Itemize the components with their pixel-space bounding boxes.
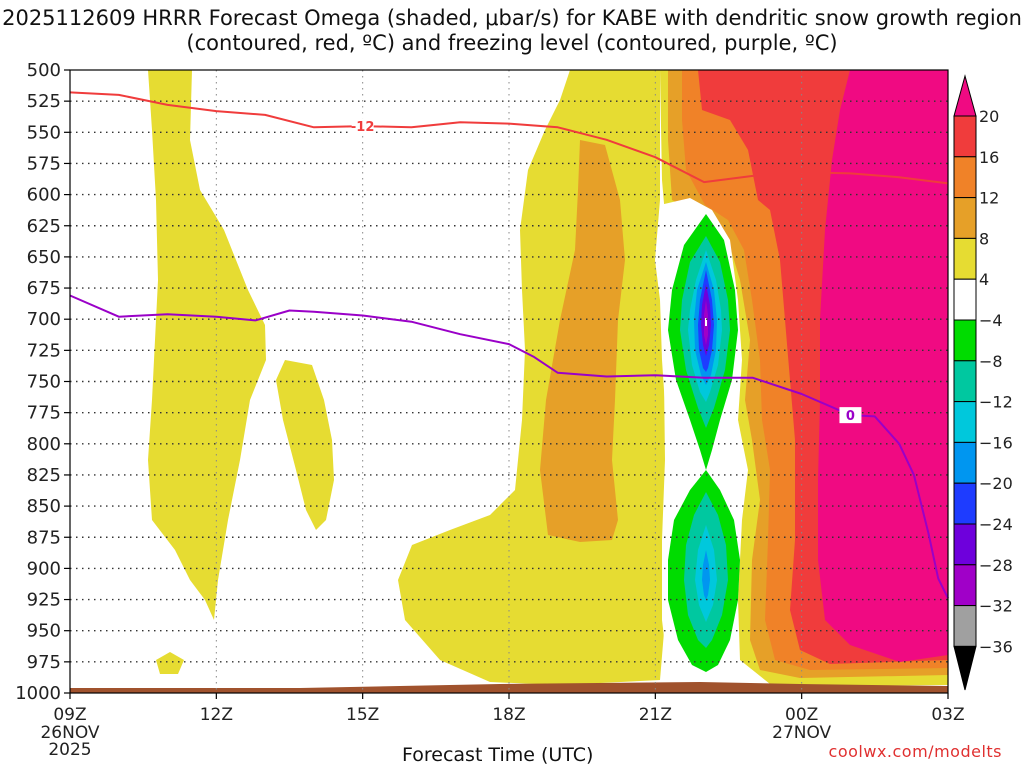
y-tick-label: 775 — [27, 403, 61, 424]
colorbar-label: 20 — [979, 107, 999, 126]
colorbar-swatch — [953, 319, 977, 362]
omega-magenta-right — [818, 70, 948, 662]
x-tick-label: 18Z — [492, 705, 525, 725]
y-tick-label: 500 — [27, 60, 61, 81]
colorbar-swatch — [953, 115, 977, 158]
y-tick-label: 975 — [27, 652, 61, 673]
omega-yellow-left — [148, 70, 266, 620]
omega-yellow-small — [156, 652, 184, 674]
colorbar-label: 8 — [979, 229, 989, 248]
colorbar-top-arrow — [953, 74, 977, 117]
omega-ascent-lower-lblue — [702, 550, 710, 600]
y-tick-label: 550 — [27, 122, 61, 143]
x-tick-label: 15Z — [346, 705, 379, 725]
y-tick-label: 700 — [27, 309, 61, 330]
colorbar-swatch — [953, 360, 977, 403]
colorbar-label: −32 — [979, 597, 1013, 616]
x-axis-title: Forecast Time (UTC) — [402, 744, 594, 766]
omega-tan-band — [540, 140, 625, 542]
y-axis: 500 525 550 575 600 625 650 675 700 725 750 775 800 8… — [15, 60, 70, 704]
omega-shading — [148, 70, 948, 686]
colorbar-label: −8 — [979, 352, 1003, 371]
colorbar-swatch — [953, 441, 977, 484]
contour-label: 0 — [846, 409, 855, 424]
chart-title: 2025112609 HRRR Forecast Omega (shaded, … — [2, 6, 1022, 55]
x-tick-label: 21Z — [639, 705, 672, 725]
y-tick-label: 575 — [27, 153, 61, 174]
colorbar-label: −12 — [979, 393, 1013, 412]
y-tick-label: 600 — [27, 185, 61, 206]
y-tick-label: 800 — [27, 434, 61, 455]
y-tick-label: 625 — [27, 216, 61, 237]
grid-lines — [70, 70, 948, 693]
colorbar-swatch — [953, 237, 977, 280]
terrain-ground — [70, 682, 948, 693]
colorbar: 20 16 12 8 4 −4 −8 −12 −16 −20 −24 −28 −32 −36 — [953, 74, 1013, 691]
y-tick-label: 850 — [27, 496, 61, 517]
credit-link[interactable]: coolwx.com/modelts — [828, 742, 1002, 761]
colorbar-label: −4 — [979, 311, 1003, 330]
y-tick-label: 825 — [27, 465, 61, 486]
y-tick-label: 725 — [27, 340, 61, 361]
colorbar-label: −36 — [979, 637, 1013, 656]
colorbar-swatch — [953, 197, 977, 239]
colorbar-swatch — [953, 482, 977, 525]
colorbar-label: 16 — [979, 148, 999, 167]
omega-yellow-mid — [276, 360, 334, 530]
colorbar-swatch — [953, 156, 977, 199]
contour-dendritic — [69, 91, 949, 185]
contour-lines: -12 0 — [69, 91, 949, 599]
colorbar-label: −20 — [979, 474, 1013, 493]
y-tick-label: 875 — [27, 527, 61, 548]
x-tick-label: 00Z — [785, 705, 818, 725]
y-tick-label: 750 — [27, 372, 61, 393]
contour-label-bg — [839, 407, 862, 424]
y-tick-label: 650 — [27, 247, 61, 268]
colorbar-label: −16 — [979, 433, 1013, 452]
colorbar-label: 12 — [979, 189, 999, 208]
colorbar-bottom-arrow — [953, 645, 977, 691]
x-tick-year: 2025 — [48, 740, 91, 760]
omega-ascent-core — [705, 318, 707, 326]
y-tick-label: 900 — [27, 558, 61, 579]
x-tick-label: 09Z — [53, 705, 86, 725]
colorbar-label: −28 — [979, 556, 1013, 575]
contour-label-bg — [351, 118, 374, 135]
y-tick-label: 675 — [27, 278, 61, 299]
colorbar-swatch — [953, 523, 977, 566]
y-tick-label: 1000 — [15, 683, 61, 704]
x-tick-date: 26NOV — [40, 723, 99, 743]
y-tick-label: 525 — [27, 91, 61, 112]
colorbar-swatch — [953, 564, 977, 607]
contour-freezing-level — [69, 294, 949, 599]
colorbar-swatch — [953, 278, 977, 321]
contour-label: -12 — [351, 120, 375, 135]
colorbar-label: 4 — [979, 270, 989, 289]
x-tick-label: 12Z — [200, 705, 233, 725]
y-tick-label: 925 — [27, 590, 61, 611]
x-tick-date: 27NOV — [772, 723, 831, 743]
colorbar-swatch — [953, 401, 977, 443]
colorbar-label: −24 — [979, 515, 1013, 534]
x-tick-label: 03Z — [931, 705, 964, 725]
colorbar-swatch — [953, 605, 977, 647]
y-tick-label: 950 — [27, 621, 61, 642]
